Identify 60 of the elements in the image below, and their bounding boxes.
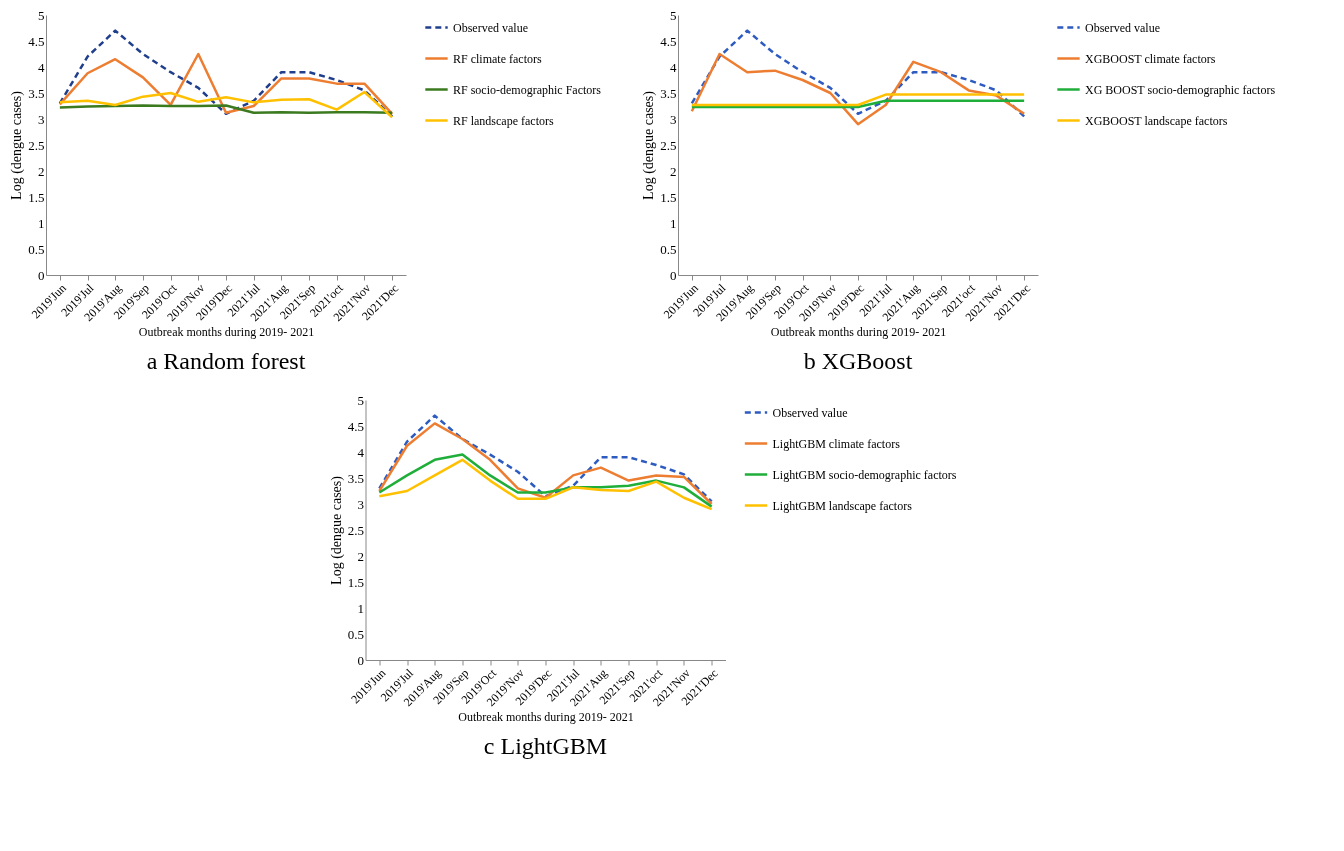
legend-label: Observed value: [1085, 20, 1160, 35]
text: b XGBoost: [803, 347, 913, 374]
line-series: [690, 52, 1026, 126]
y-tick-label: 0: [38, 267, 45, 283]
line-series: [690, 29, 1026, 118]
text: c LightGBM: [483, 732, 608, 759]
y-tick-label: 2: [357, 548, 364, 564]
y-tick-label: 2: [38, 163, 45, 179]
y-tick-label: 3: [357, 496, 364, 512]
legend-label: LightGBM landscape factors: [772, 498, 913, 513]
y-tick-label: 4: [357, 444, 365, 460]
legend-label: LightGBM climate factors: [772, 436, 901, 451]
y-tick-label: 1: [357, 600, 364, 616]
line-series: [58, 90, 394, 119]
legend-label: RF socio-demographic Factors: [453, 82, 602, 97]
legend-label: Observed value: [453, 20, 528, 35]
y-tick-label: 4.5: [28, 33, 45, 49]
y-tick-label: 1: [38, 215, 45, 231]
y-tick-label: 1: [670, 215, 677, 231]
y-tick-label: 3.5: [347, 470, 364, 486]
y-tick-label: 4: [38, 59, 45, 75]
y-axis-title: Log (dengue cases): [641, 90, 658, 200]
y-tick-label: 2.5: [28, 137, 45, 153]
y-tick-label: 4: [670, 59, 677, 75]
text: a Random forest: [146, 347, 306, 374]
legend-label: RF landscape factors: [453, 113, 554, 128]
y-tick-label: 3: [38, 111, 45, 127]
y-axis-title: Log (dengue cases): [9, 90, 26, 200]
y-tick-label: 2.5: [347, 522, 364, 538]
legend-label: XGBOOST climate factors: [1085, 51, 1216, 66]
y-axis-title: Log (dengue cases): [328, 475, 345, 585]
line-series: [58, 52, 394, 116]
x-axis-title: Outbreak months during 2019- 2021: [458, 710, 634, 725]
legend-label: LightGBM socio-demographic factors: [772, 467, 957, 482]
y-tick-label: 4.5: [347, 418, 364, 434]
y-tick-label: 2.5: [660, 137, 677, 153]
y-tick-label: 2: [670, 163, 677, 179]
y-tick-label: 5: [670, 7, 677, 23]
line-series: [58, 29, 394, 118]
legend-label: XG BOOST socio-demographic factors: [1085, 82, 1276, 97]
x-axis-title: Outbreak months during 2019- 2021: [770, 325, 947, 340]
y-tick-label: 3.5: [660, 85, 677, 101]
y-tick-label: 1.5: [660, 189, 677, 205]
y-tick-label: 0: [357, 652, 364, 668]
y-tick-label: 1.5: [28, 189, 45, 205]
y-tick-label: 0.5: [660, 241, 677, 257]
x-axis-title: Outbreak months during 2019- 2021: [138, 325, 315, 340]
y-tick-label: 4.5: [660, 33, 677, 49]
y-tick-label: 1.5: [347, 574, 364, 590]
y-tick-label: 0.5: [347, 626, 364, 642]
y-tick-label: 5: [38, 7, 45, 23]
y-tick-label: 3.5: [28, 85, 45, 101]
y-tick-label: 3: [670, 111, 677, 127]
y-tick-label: 0: [670, 267, 677, 283]
line-series: [58, 104, 394, 115]
y-tick-label: 5: [357, 392, 364, 408]
y-tick-label: 0.5: [28, 241, 45, 257]
legend-label: Observed value: [772, 405, 848, 420]
legend-label: RF climate factors: [453, 51, 542, 66]
legend-label: XGBOOST landscape factors: [1085, 113, 1228, 128]
